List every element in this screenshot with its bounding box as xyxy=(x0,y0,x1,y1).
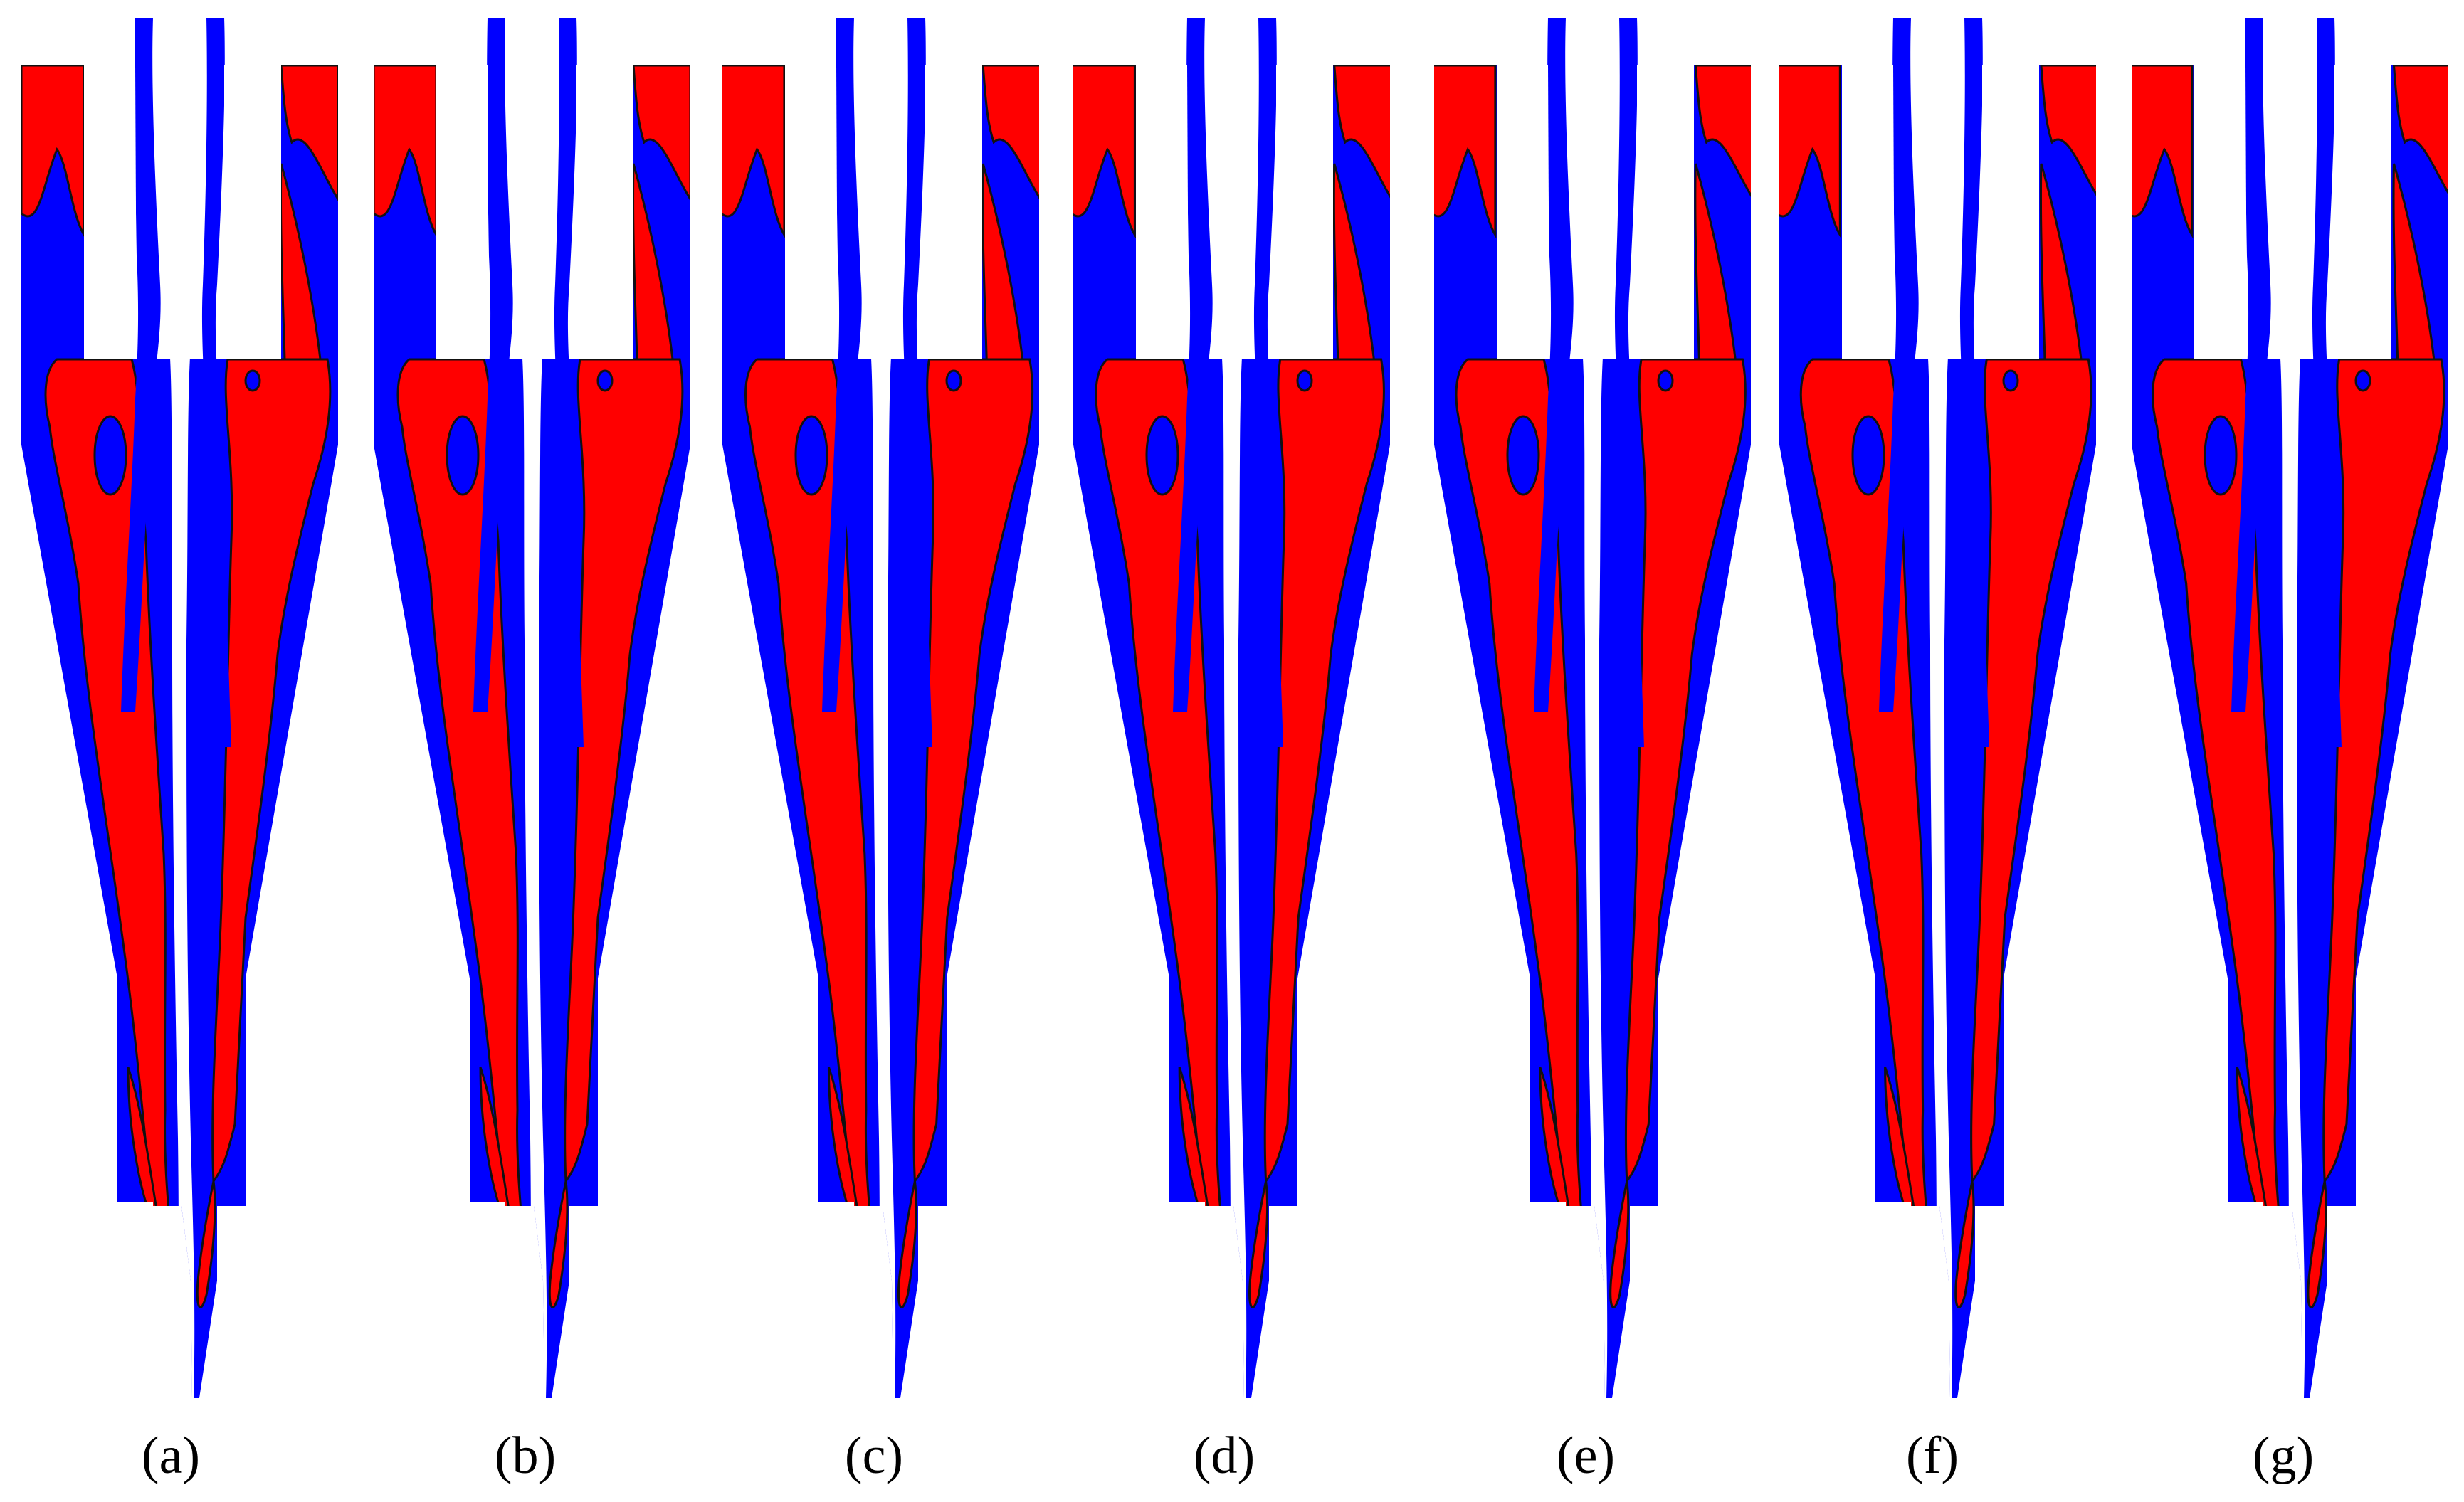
inlet-gap xyxy=(1982,65,2039,359)
inlet-gap xyxy=(1136,65,1189,359)
panel-label: (c) xyxy=(845,1427,903,1485)
red-phase-region xyxy=(564,358,684,1185)
inlet-gap xyxy=(2194,65,2247,359)
contour-panel-b: (b) xyxy=(374,18,690,1485)
blue-eddy xyxy=(1657,369,1674,392)
red-phase-region xyxy=(2132,65,2194,239)
inlet-gap xyxy=(1276,65,1333,359)
red-phase-region xyxy=(21,65,85,239)
blue-eddy xyxy=(1851,415,1885,496)
panel-label: (a) xyxy=(142,1427,200,1485)
red-phase-region xyxy=(981,65,1039,203)
blue-eddy xyxy=(794,415,828,496)
panel-label: (g) xyxy=(2253,1427,2314,1485)
red-phase-region xyxy=(2392,65,2448,203)
red-phase-region xyxy=(1970,358,2092,1185)
red-phase-region xyxy=(2322,358,2445,1185)
blue-eddy xyxy=(2204,415,2238,496)
vortex-finder-wall-left xyxy=(473,18,513,712)
contour-panel-c: (c) xyxy=(722,18,1039,1485)
vortex-finder-wall-left xyxy=(1534,18,1574,712)
blue-eddy xyxy=(244,369,261,392)
red-phase-region xyxy=(1624,358,1747,1185)
vortex-finder-wall-left xyxy=(2231,18,2271,712)
vortex-finder-wall-left xyxy=(1173,18,1213,712)
air-core xyxy=(1919,65,1957,1398)
blue-eddy xyxy=(1145,415,1179,496)
red-phase-region xyxy=(196,1180,216,1308)
inlet-gap xyxy=(2334,65,2391,359)
red-phase-region xyxy=(280,65,338,203)
panel-label: (e) xyxy=(1557,1427,1615,1485)
air-core xyxy=(1574,65,1612,1398)
inlet-gap xyxy=(1637,65,1694,359)
contour-panel-f: (f) xyxy=(1779,18,2096,1485)
red-phase-region xyxy=(1263,358,1385,1185)
contour-panel-d: (d) xyxy=(1073,18,1390,1485)
red-phase-region xyxy=(722,65,786,239)
vortex-finder-wall-left xyxy=(822,18,862,712)
inlet-gap xyxy=(436,65,489,359)
vortex-finder-wall-right xyxy=(1959,18,1989,747)
red-phase-region xyxy=(1073,65,1136,239)
red-phase-region xyxy=(2307,1180,2327,1308)
blue-eddy xyxy=(2354,369,2371,392)
blue-eddy xyxy=(2002,369,2019,392)
red-phase-region xyxy=(912,358,1034,1185)
vortex-finder-wall-right xyxy=(554,18,584,747)
air-core xyxy=(1213,65,1251,1398)
air-core xyxy=(862,65,900,1398)
panel-label: (b) xyxy=(495,1427,556,1485)
inlet-gap xyxy=(925,65,982,359)
air-core xyxy=(513,65,552,1398)
vortex-finder-wall-left xyxy=(121,18,161,712)
panel-label: (f) xyxy=(1906,1427,1959,1485)
vortex-finder-wall-right xyxy=(1614,18,1644,747)
inlet-gap xyxy=(785,65,838,359)
red-phase-region xyxy=(1248,1180,1269,1308)
blue-eddy xyxy=(945,369,962,392)
red-phase-region xyxy=(374,65,438,239)
air-core xyxy=(2271,65,2310,1398)
red-phase-region xyxy=(2040,65,2096,203)
red-phase-region xyxy=(1609,1180,1630,1308)
inlet-gap xyxy=(84,65,137,359)
vortex-finder-wall-right xyxy=(2312,18,2342,747)
red-phase-region xyxy=(897,1180,917,1308)
red-phase-region xyxy=(211,358,332,1185)
inlet-gap xyxy=(224,65,281,359)
blue-eddy xyxy=(596,369,614,392)
red-phase-region xyxy=(632,65,690,203)
panel-label: (d) xyxy=(1194,1427,1255,1485)
air-core xyxy=(161,65,199,1398)
vortex-finder-wall-right xyxy=(1253,18,1283,747)
contour-panel-e: (e) xyxy=(1434,18,1751,1485)
contour-panel-g: (g) xyxy=(2132,18,2448,1485)
red-phase-region xyxy=(1333,65,1390,203)
blue-eddy xyxy=(93,415,127,496)
red-phase-region xyxy=(1694,65,1751,203)
blue-eddy xyxy=(446,415,480,496)
blue-eddy xyxy=(1506,415,1540,496)
contour-panel-a: (a) xyxy=(21,18,338,1485)
red-phase-region xyxy=(1779,65,1841,239)
inlet-gap xyxy=(576,65,633,359)
vortex-finder-wall-right xyxy=(902,18,932,747)
red-phase-region xyxy=(1434,65,1497,239)
inlet-gap xyxy=(1497,65,1549,359)
blue-eddy xyxy=(1296,369,1313,392)
red-phase-region xyxy=(548,1180,569,1308)
red-phase-region xyxy=(1954,1180,1975,1308)
inlet-gap xyxy=(1842,65,1895,359)
vortex-finder-wall-right xyxy=(201,18,231,747)
vortex-finder-wall-left xyxy=(1879,18,1919,712)
